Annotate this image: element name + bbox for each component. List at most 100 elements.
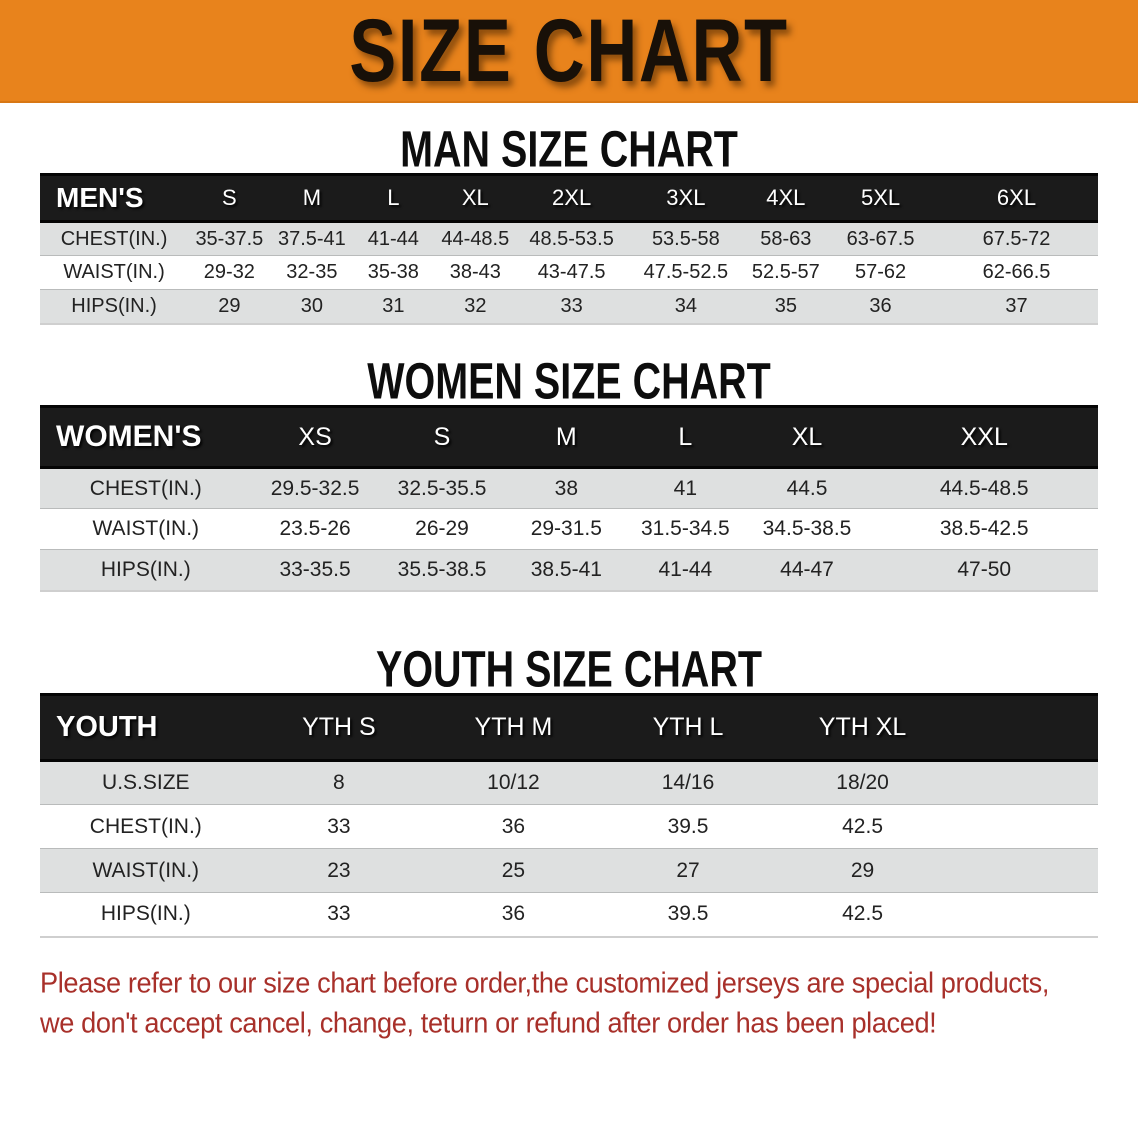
value-cell: 37.5-41 xyxy=(270,220,354,257)
value-cell: 32.5-35.5 xyxy=(378,466,506,510)
banner-title: SIZE CHART xyxy=(349,0,789,101)
banner: SIZE CHART xyxy=(0,0,1138,103)
men-header-row: MEN'S S M L XL 2XL 3XL 4XL 5XL 6XL xyxy=(40,173,1098,224)
value-cell: 67.5-72 xyxy=(935,220,1098,257)
youth-chest-row: CHEST(IN.) 33 36 39.5 42.5 xyxy=(40,804,1098,850)
row-label-cell: HIPS(IN.) xyxy=(40,892,252,938)
size-chart-page: SIZE CHART MAN SIZE CHART MEN'S S M L XL… xyxy=(0,0,1138,1043)
value-cell: 58-63 xyxy=(745,220,827,257)
value-cell: 26-29 xyxy=(378,508,506,551)
value-cell: 41-44 xyxy=(627,549,744,592)
value-cell: 30 xyxy=(270,289,354,325)
man-section-title: MAN SIZE CHART xyxy=(400,119,738,178)
disclaimer-text: Please refer to our size chart before or… xyxy=(40,964,1078,1043)
women-header-row: WOMEN'S XS S M L XL XXL xyxy=(40,405,1098,470)
value-cell: 36 xyxy=(426,892,601,938)
men-size-header: 5XL xyxy=(826,173,936,224)
youth-size-header: YTH M xyxy=(426,693,601,763)
youth-waist-row: WAIST(IN.) 23 25 27 29 xyxy=(40,848,1098,894)
filler-cell xyxy=(949,804,1098,850)
men-size-table: MEN'S S M L XL 2XL 3XL 4XL 5XL 6XL CHEST… xyxy=(40,173,1098,325)
women-hips-row: HIPS(IN.) 33-35.5 35.5-38.5 38.5-41 41-4… xyxy=(40,549,1098,592)
value-cell: 41 xyxy=(627,466,744,510)
value-cell: 38.5-41 xyxy=(505,549,628,592)
row-label-cell: CHEST(IN.) xyxy=(40,804,252,850)
men-size-header: 3XL xyxy=(626,173,746,224)
value-cell: 31 xyxy=(353,289,434,325)
youth-size-header: YTH XL xyxy=(775,693,950,763)
row-label-cell: CHEST(IN.) xyxy=(40,220,189,257)
filler-cell xyxy=(949,892,1098,938)
value-cell: 34.5-38.5 xyxy=(743,508,871,551)
value-cell: 47-50 xyxy=(870,549,1098,592)
value-cell: 43-47.5 xyxy=(517,255,627,291)
value-cell: 33 xyxy=(251,804,427,850)
row-label-cell: HIPS(IN.) xyxy=(40,289,189,325)
value-cell: 33 xyxy=(251,892,427,938)
filler-cell xyxy=(949,759,1098,806)
value-cell: 29 xyxy=(775,848,950,894)
men-hips-row: HIPS(IN.) 29 30 31 32 33 34 35 36 37 xyxy=(40,289,1098,325)
value-cell: 36 xyxy=(426,804,601,850)
youth-hips-row: HIPS(IN.) 33 36 39.5 42.5 xyxy=(40,892,1098,938)
men-size-header: S xyxy=(188,173,271,224)
value-cell: 37 xyxy=(935,289,1098,325)
value-cell: 42.5 xyxy=(775,804,950,850)
value-cell: 32 xyxy=(433,289,518,325)
value-cell: 34 xyxy=(626,289,746,325)
value-cell: 29.5-32.5 xyxy=(251,466,379,510)
women-corner-label: WOMEN'S xyxy=(40,405,252,470)
row-label-cell: WAIST(IN.) xyxy=(40,508,252,551)
value-cell: 38.5-42.5 xyxy=(870,508,1098,551)
value-cell: 29-32 xyxy=(188,255,271,291)
row-label-cell: U.S.SIZE xyxy=(40,759,252,806)
men-size-header: L xyxy=(353,173,434,224)
row-label-cell: HIPS(IN.) xyxy=(40,549,252,592)
value-cell: 27 xyxy=(600,848,776,894)
value-cell: 35.5-38.5 xyxy=(378,549,506,592)
value-cell: 39.5 xyxy=(600,892,776,938)
value-cell: 23.5-26 xyxy=(251,508,379,551)
row-label-cell: CHEST(IN.) xyxy=(40,466,252,510)
value-cell: 23 xyxy=(251,848,427,894)
value-cell: 63-67.5 xyxy=(826,220,936,257)
men-size-header: 2XL xyxy=(517,173,627,224)
women-size-header: XS xyxy=(251,405,379,470)
men-corner-label: MEN'S xyxy=(40,173,189,224)
value-cell: 35-37.5 xyxy=(188,220,271,257)
women-size-header: XXL xyxy=(870,405,1098,470)
value-cell: 44.5 xyxy=(743,466,871,510)
value-cell: 52.5-57 xyxy=(745,255,827,291)
row-label-cell: WAIST(IN.) xyxy=(40,848,252,894)
value-cell: 35-38 xyxy=(353,255,434,291)
value-cell: 38 xyxy=(505,466,628,510)
women-size-header: XL xyxy=(743,405,871,470)
disclaimer-line1: Please refer to our size chart before or… xyxy=(40,966,1050,999)
men-size-header: 6XL xyxy=(935,173,1098,224)
women-size-header: M xyxy=(505,405,628,470)
value-cell: 25 xyxy=(426,848,601,894)
youth-size-table: YOUTH YTH S YTH M YTH L YTH XL U.S.SIZE … xyxy=(40,693,1098,938)
value-cell: 42.5 xyxy=(775,892,950,938)
men-chest-row: CHEST(IN.) 35-37.5 37.5-41 41-44 44-48.5… xyxy=(40,220,1098,257)
youth-ussize-row: U.S.SIZE 8 10/12 14/16 18/20 xyxy=(40,759,1098,806)
disclaimer-line2: we don't accept cancel, change, teturn o… xyxy=(40,1005,937,1038)
women-chest-row: CHEST(IN.) 29.5-32.5 32.5-35.5 38 41 44.… xyxy=(40,466,1098,510)
value-cell: 8 xyxy=(251,759,427,806)
youth-header-filler xyxy=(949,693,1098,763)
women-size-table: WOMEN'S XS S M L XL XXL CHEST(IN.) 29.5-… xyxy=(40,405,1098,592)
value-cell: 29 xyxy=(188,289,271,325)
value-cell: 62-66.5 xyxy=(935,255,1098,291)
value-cell: 47.5-52.5 xyxy=(626,255,746,291)
value-cell: 31.5-34.5 xyxy=(627,508,744,551)
youth-size-header: YTH S xyxy=(251,693,427,763)
value-cell: 41-44 xyxy=(353,220,434,257)
filler-cell xyxy=(949,848,1098,894)
men-size-header: 4XL xyxy=(745,173,827,224)
value-cell: 33 xyxy=(517,289,627,325)
value-cell: 44.5-48.5 xyxy=(870,466,1098,510)
men-waist-row: WAIST(IN.) 29-32 32-35 35-38 38-43 43-47… xyxy=(40,255,1098,291)
value-cell: 14/16 xyxy=(600,759,776,806)
youth-section-title: YOUTH SIZE CHART xyxy=(375,639,763,697)
women-size-header: S xyxy=(378,405,506,470)
